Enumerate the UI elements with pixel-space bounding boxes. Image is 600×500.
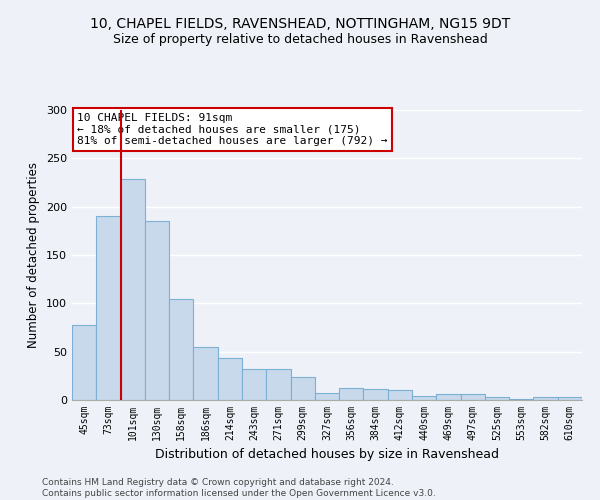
Bar bbox=[364, 390, 388, 400]
Bar bbox=[266, 369, 290, 400]
Bar bbox=[533, 397, 558, 400]
Bar bbox=[169, 298, 193, 400]
Y-axis label: Number of detached properties: Number of detached properties bbox=[28, 162, 40, 348]
Bar bbox=[193, 347, 218, 400]
Bar bbox=[96, 216, 121, 400]
Bar bbox=[121, 178, 145, 400]
Bar bbox=[218, 358, 242, 400]
Bar bbox=[145, 221, 169, 400]
Text: Contains HM Land Registry data © Crown copyright and database right 2024.
Contai: Contains HM Land Registry data © Crown c… bbox=[42, 478, 436, 498]
Bar bbox=[485, 397, 509, 400]
Bar bbox=[72, 324, 96, 400]
Text: Size of property relative to detached houses in Ravenshead: Size of property relative to detached ho… bbox=[113, 32, 487, 46]
Bar bbox=[242, 369, 266, 400]
Text: 10, CHAPEL FIELDS, RAVENSHEAD, NOTTINGHAM, NG15 9DT: 10, CHAPEL FIELDS, RAVENSHEAD, NOTTINGHA… bbox=[90, 18, 510, 32]
Bar bbox=[412, 396, 436, 400]
Text: 10 CHAPEL FIELDS: 91sqm
← 18% of detached houses are smaller (175)
81% of semi-d: 10 CHAPEL FIELDS: 91sqm ← 18% of detache… bbox=[77, 113, 388, 146]
Bar bbox=[315, 393, 339, 400]
Bar bbox=[509, 399, 533, 400]
Bar bbox=[339, 388, 364, 400]
Bar bbox=[436, 394, 461, 400]
Bar bbox=[558, 397, 582, 400]
Bar bbox=[461, 394, 485, 400]
Bar bbox=[388, 390, 412, 400]
Bar bbox=[290, 377, 315, 400]
X-axis label: Distribution of detached houses by size in Ravenshead: Distribution of detached houses by size … bbox=[155, 448, 499, 462]
